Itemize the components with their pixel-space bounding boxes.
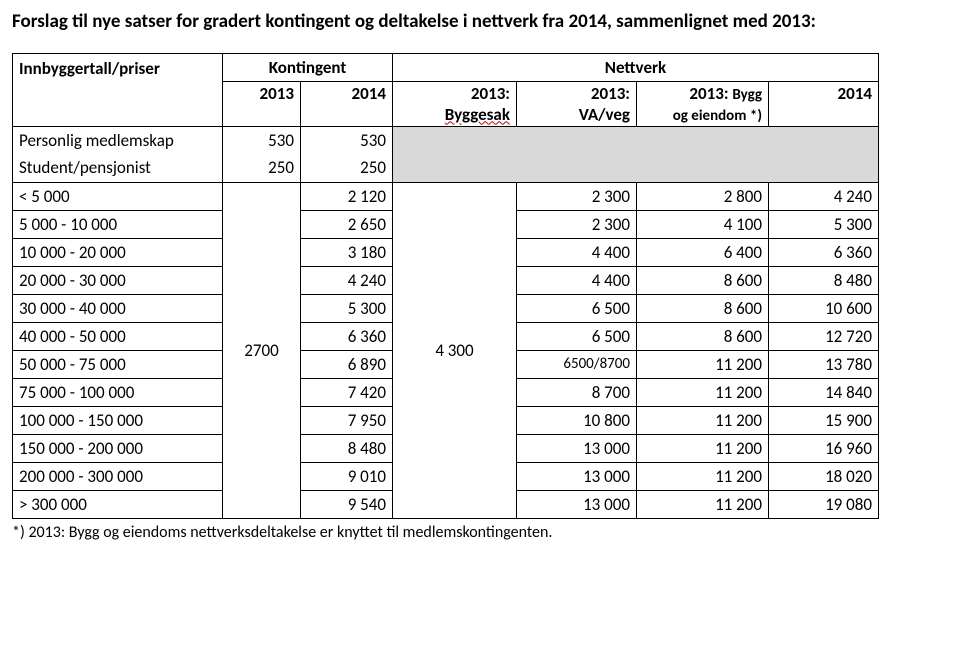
subheader-bygg-top-small: Bygg bbox=[732, 86, 762, 104]
table-cell: 20 000 - 30 000 bbox=[13, 266, 223, 294]
table-cell: 50 000 - 75 000 bbox=[13, 350, 223, 378]
group-header-kontingent: Kontingent bbox=[223, 53, 393, 81]
table-cell: 11 200 bbox=[637, 406, 769, 434]
table-cell: 8 600 bbox=[637, 266, 769, 294]
subheader-vaveg: 2013: VA/veg bbox=[517, 81, 637, 126]
table-cell: 2 800 bbox=[637, 182, 769, 210]
table-cell: 19 080 bbox=[769, 490, 879, 518]
table-cell: Personlig medlemskap bbox=[13, 126, 223, 154]
table-cell: 14 840 bbox=[769, 378, 879, 406]
table-cell: 6500/8700 bbox=[517, 350, 637, 378]
table-cell: 6 400 bbox=[637, 238, 769, 266]
table-cell: 16 960 bbox=[769, 434, 879, 462]
table-cell: 530 bbox=[301, 126, 393, 154]
subheader-k2014: 2014 bbox=[301, 81, 393, 126]
table-cell bbox=[393, 126, 879, 182]
table-cell: 8 600 bbox=[637, 322, 769, 350]
table-cell: Student/pensjonist bbox=[13, 154, 223, 182]
table-cell: 13 000 bbox=[517, 490, 637, 518]
table-cell: 2700 bbox=[223, 182, 301, 518]
table-cell: 150 000 - 200 000 bbox=[13, 434, 223, 462]
table-row: < 5 00027002 1204 3002 3002 8004 240 bbox=[13, 182, 879, 210]
table-cell: 3 180 bbox=[301, 238, 393, 266]
table-cell: 530 bbox=[223, 126, 301, 154]
table-cell: 13 000 bbox=[517, 434, 637, 462]
row-header-label: Innbyggertall/priser bbox=[13, 53, 223, 126]
table-cell: 15 900 bbox=[769, 406, 879, 434]
table-cell: 13 780 bbox=[769, 350, 879, 378]
table-cell: 4 300 bbox=[393, 182, 517, 518]
footnote: *) 2013: Bygg og eiendoms nettverksdelta… bbox=[12, 523, 948, 542]
table-cell: 5 300 bbox=[301, 294, 393, 322]
subheader-byggesak-top: 2013: bbox=[471, 83, 510, 104]
table-cell: 8 480 bbox=[301, 434, 393, 462]
subheader-vaveg-top: 2013: bbox=[591, 83, 630, 104]
table-cell: 250 bbox=[301, 154, 393, 182]
table-cell: < 5 000 bbox=[13, 182, 223, 210]
table-cell: 7 420 bbox=[301, 378, 393, 406]
table-cell: 12 720 bbox=[769, 322, 879, 350]
table-cell: 18 020 bbox=[769, 462, 879, 490]
table-cell: 6 890 bbox=[301, 350, 393, 378]
page-title: Forslag til nye satser for gradert konti… bbox=[12, 10, 948, 35]
table-cell: 9 010 bbox=[301, 462, 393, 490]
table-cell: 30 000 - 40 000 bbox=[13, 294, 223, 322]
table-cell: 250 bbox=[223, 154, 301, 182]
table-cell: 7 950 bbox=[301, 406, 393, 434]
table-cell: 4 100 bbox=[637, 210, 769, 238]
table-cell: 13 000 bbox=[517, 462, 637, 490]
table-cell: 6 360 bbox=[301, 322, 393, 350]
table-cell: 10 000 - 20 000 bbox=[13, 238, 223, 266]
subheader-bygg: 2013: Bygg og eiendom *) bbox=[637, 81, 769, 126]
table-cell: 200 000 - 300 000 bbox=[13, 462, 223, 490]
table-cell: 4 400 bbox=[517, 238, 637, 266]
table-cell: 6 500 bbox=[517, 294, 637, 322]
table-cell: 6 360 bbox=[769, 238, 879, 266]
subheader-bygg-top: 2013: bbox=[689, 83, 732, 104]
subheader-bygg-bottom: og eiendom *) bbox=[673, 107, 762, 125]
header-row-1: Innbyggertall/priser Kontingent Nettverk bbox=[13, 53, 879, 81]
table-cell: 8 700 bbox=[517, 378, 637, 406]
table-cell: 5 000 - 10 000 bbox=[13, 210, 223, 238]
subheader-k2013: 2013 bbox=[223, 81, 301, 126]
table-cell: 2 300 bbox=[517, 182, 637, 210]
table-cell: 4 240 bbox=[301, 266, 393, 294]
table-cell: 9 540 bbox=[301, 490, 393, 518]
table-cell: 75 000 - 100 000 bbox=[13, 378, 223, 406]
table-cell: 11 200 bbox=[637, 462, 769, 490]
table-body: Personlig medlemskap530530Student/pensjo… bbox=[13, 126, 879, 518]
table-cell: 2 300 bbox=[517, 210, 637, 238]
subheader-byggesak: 2013: Byggesak bbox=[393, 81, 517, 126]
table-cell: 11 200 bbox=[637, 434, 769, 462]
table-cell: 6 500 bbox=[517, 322, 637, 350]
table-cell: 11 200 bbox=[637, 378, 769, 406]
table-cell: 100 000 - 150 000 bbox=[13, 406, 223, 434]
table-cell: 2 120 bbox=[301, 182, 393, 210]
table-cell: 40 000 - 50 000 bbox=[13, 322, 223, 350]
subheader-vaveg-bottom: VA/veg bbox=[579, 104, 630, 125]
table-cell: 8 480 bbox=[769, 266, 879, 294]
group-header-nettverk: Nettverk bbox=[393, 53, 879, 81]
subheader-byggesak-bottom: Byggesak bbox=[445, 104, 510, 125]
table-cell: 11 200 bbox=[637, 490, 769, 518]
table-row: Personlig medlemskap530530 bbox=[13, 126, 879, 154]
table-cell: > 300 000 bbox=[13, 490, 223, 518]
table-cell: 4 400 bbox=[517, 266, 637, 294]
table-cell: 5 300 bbox=[769, 210, 879, 238]
table-cell: 10 600 bbox=[769, 294, 879, 322]
table-cell: 8 600 bbox=[637, 294, 769, 322]
subheader-n2014: 2014 bbox=[769, 81, 879, 126]
rates-table: Innbyggertall/priser Kontingent Nettverk… bbox=[12, 53, 879, 519]
table-cell: 4 240 bbox=[769, 182, 879, 210]
table-cell: 11 200 bbox=[637, 350, 769, 378]
table-cell: 10 800 bbox=[517, 406, 637, 434]
table-cell: 2 650 bbox=[301, 210, 393, 238]
